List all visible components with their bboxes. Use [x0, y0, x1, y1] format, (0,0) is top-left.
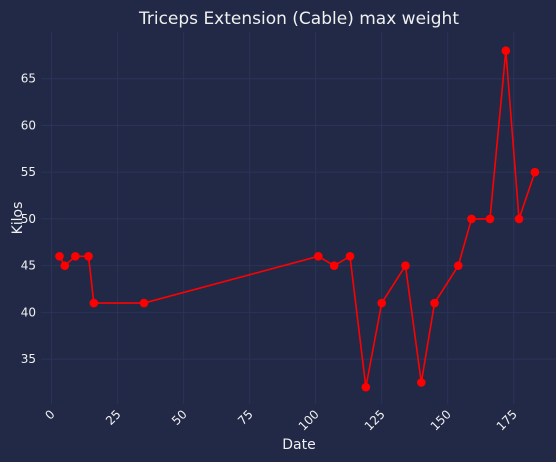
- y-axis-label: Kilos: [10, 202, 26, 235]
- y-tick-label: 50: [21, 212, 36, 226]
- y-tick-label: 55: [21, 165, 36, 179]
- data-point: [530, 167, 540, 177]
- data-point: [430, 298, 439, 308]
- data-point: [361, 382, 371, 392]
- data-point: [453, 261, 463, 270]
- y-axis-ticks: 35 40 45 50 55 60 65: [21, 72, 36, 366]
- data-point: [139, 298, 149, 308]
- grid-lines: [41, 32, 556, 404]
- x-tick-label: 100: [296, 407, 322, 433]
- y-tick-label: 60: [21, 118, 36, 132]
- data-point: [514, 214, 524, 224]
- x-tick-label: 150: [428, 407, 454, 433]
- data-point: [401, 261, 410, 270]
- x-tick-label: 0: [42, 407, 57, 422]
- data-point: [377, 298, 386, 308]
- series-points-group: [55, 46, 540, 392]
- data-point: [314, 252, 323, 261]
- y-tick-label: 35: [21, 352, 36, 366]
- data-point: [71, 252, 80, 261]
- data-point: [55, 252, 64, 261]
- x-tick-label: 175: [494, 407, 520, 433]
- data-point: [467, 214, 476, 224]
- data-point: [329, 261, 339, 270]
- x-tick-label: 75: [235, 407, 256, 428]
- y-tick-label: 40: [21, 305, 36, 319]
- x-axis-label: Date: [282, 437, 315, 453]
- x-axis-ticks: 0 25 50 75 100 125 150 175: [42, 407, 519, 433]
- data-point: [84, 252, 93, 261]
- x-tick-label: 25: [103, 407, 124, 428]
- chart-title: Triceps Extension (Cable) max weight: [138, 9, 459, 29]
- data-point: [501, 46, 511, 55]
- data-point: [89, 298, 99, 308]
- x-tick-label: 50: [169, 407, 190, 428]
- data-point: [485, 214, 495, 224]
- x-tick-label: 125: [362, 407, 388, 433]
- y-tick-label: 65: [21, 72, 36, 86]
- plot-area: [41, 32, 556, 404]
- data-point: [60, 261, 70, 270]
- data-point: [345, 252, 355, 261]
- data-point: [417, 378, 426, 387]
- y-tick-label: 45: [21, 259, 36, 273]
